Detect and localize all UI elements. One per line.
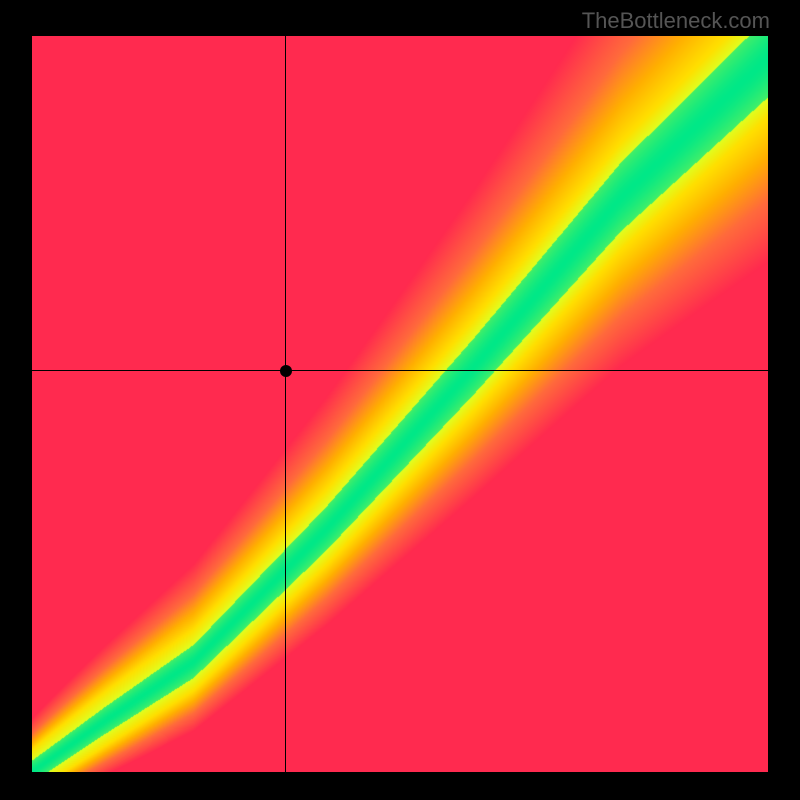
bottleneck-heatmap xyxy=(32,36,768,772)
crosshair-horizontal xyxy=(32,370,768,371)
watermark-text: TheBottleneck.com xyxy=(582,8,770,34)
crosshair-marker xyxy=(280,365,292,377)
crosshair-vertical xyxy=(285,36,286,772)
